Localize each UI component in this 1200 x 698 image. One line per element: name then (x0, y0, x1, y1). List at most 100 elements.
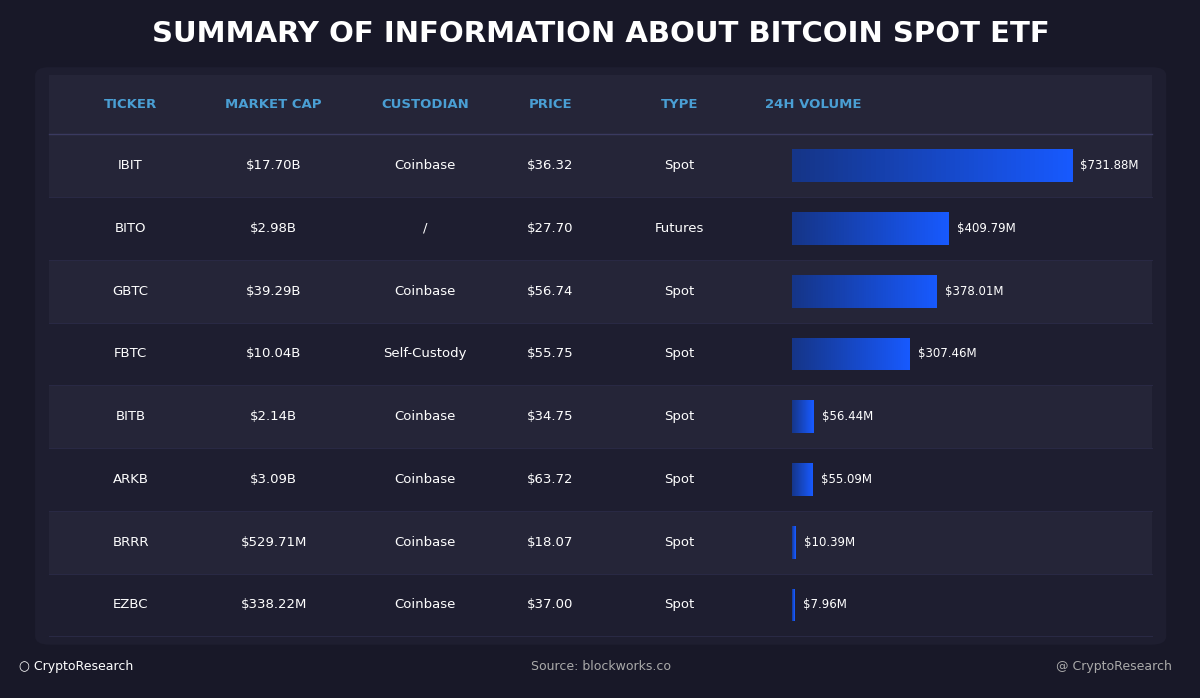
Bar (893, 275, 896, 308)
Bar (833, 275, 835, 308)
Bar (823, 338, 826, 371)
Bar (815, 149, 820, 182)
Text: BITO: BITO (115, 222, 146, 235)
Bar (866, 338, 869, 371)
Text: $2.14B: $2.14B (250, 410, 298, 423)
Bar (797, 212, 800, 245)
Bar (845, 275, 847, 308)
FancyBboxPatch shape (49, 260, 1152, 322)
Bar (862, 275, 864, 308)
Bar (888, 338, 890, 371)
Bar (910, 275, 913, 308)
Text: $63.72: $63.72 (527, 473, 574, 486)
Bar (876, 338, 878, 371)
Bar (850, 275, 852, 308)
Text: ○ CryptoResearch: ○ CryptoResearch (18, 660, 133, 673)
Bar (904, 212, 907, 245)
Bar (792, 275, 794, 308)
Bar (907, 275, 911, 308)
Text: $55.75: $55.75 (527, 348, 574, 360)
Bar (808, 212, 810, 245)
Bar (799, 275, 802, 308)
Bar (900, 338, 902, 371)
Bar (1044, 149, 1049, 182)
Bar (854, 275, 857, 308)
Bar (852, 338, 854, 371)
Text: BITB: BITB (115, 410, 145, 423)
Bar (864, 338, 866, 371)
Bar (860, 338, 863, 371)
Bar (828, 212, 832, 245)
Bar (928, 212, 931, 245)
Bar (899, 212, 902, 245)
Bar (884, 338, 887, 371)
Bar (878, 275, 882, 308)
Bar (809, 275, 811, 308)
FancyBboxPatch shape (35, 67, 1166, 645)
Bar (1034, 149, 1040, 182)
Bar (871, 149, 876, 182)
Bar (805, 149, 811, 182)
Bar (839, 338, 841, 371)
Text: Futures: Futures (655, 222, 704, 235)
Bar (890, 212, 894, 245)
Bar (896, 212, 900, 245)
Bar (906, 338, 908, 371)
Text: MARKET CAP: MARKET CAP (226, 98, 322, 112)
Text: SUMMARY OF INFORMATION ABOUT BITCOIN SPOT ETF: SUMMARY OF INFORMATION ABOUT BITCOIN SPO… (151, 20, 1050, 48)
Bar (917, 275, 920, 308)
Bar (805, 212, 808, 245)
Bar (810, 149, 816, 182)
Bar (1007, 149, 1012, 182)
Bar (805, 338, 808, 371)
Bar (869, 275, 872, 308)
Bar (992, 149, 997, 182)
Bar (889, 338, 893, 371)
Text: BRRR: BRRR (113, 536, 149, 549)
Text: ARKB: ARKB (113, 473, 149, 486)
Bar (907, 338, 910, 371)
Bar (919, 275, 923, 308)
Bar (876, 275, 880, 308)
Text: $18.07: $18.07 (527, 536, 574, 549)
Bar (802, 275, 804, 308)
Bar (838, 275, 840, 308)
Bar (840, 275, 842, 308)
Bar (830, 212, 834, 245)
Bar (859, 275, 862, 308)
Bar (894, 212, 896, 245)
Bar (872, 338, 875, 371)
Bar (974, 149, 979, 182)
Bar (854, 338, 857, 371)
Text: ₿: ₿ (653, 256, 787, 470)
Text: $56.74: $56.74 (527, 285, 574, 298)
Text: $39.29B: $39.29B (246, 285, 301, 298)
Bar (1062, 149, 1068, 182)
Bar (818, 275, 821, 308)
Bar (829, 338, 832, 371)
Bar (799, 338, 802, 371)
Bar (842, 275, 845, 308)
Bar (1002, 149, 1007, 182)
Text: Spot: Spot (665, 473, 695, 486)
Text: Coinbase: Coinbase (395, 410, 456, 423)
Bar (883, 275, 887, 308)
Text: GBTC: GBTC (113, 285, 149, 298)
Bar (793, 338, 796, 371)
Bar (943, 212, 947, 245)
Bar (907, 212, 910, 245)
Text: TICKER: TICKER (104, 98, 157, 112)
Bar (846, 338, 850, 371)
Bar (886, 149, 890, 182)
Bar (874, 275, 877, 308)
Bar (923, 149, 928, 182)
Bar (863, 338, 865, 371)
Text: Spot: Spot (665, 536, 695, 549)
Bar (900, 275, 904, 308)
FancyBboxPatch shape (49, 511, 1152, 574)
Bar (802, 338, 804, 371)
Bar (844, 212, 847, 245)
Bar (817, 212, 821, 245)
Text: Source: blockworks.co: Source: blockworks.co (530, 660, 671, 673)
Bar (892, 338, 894, 371)
